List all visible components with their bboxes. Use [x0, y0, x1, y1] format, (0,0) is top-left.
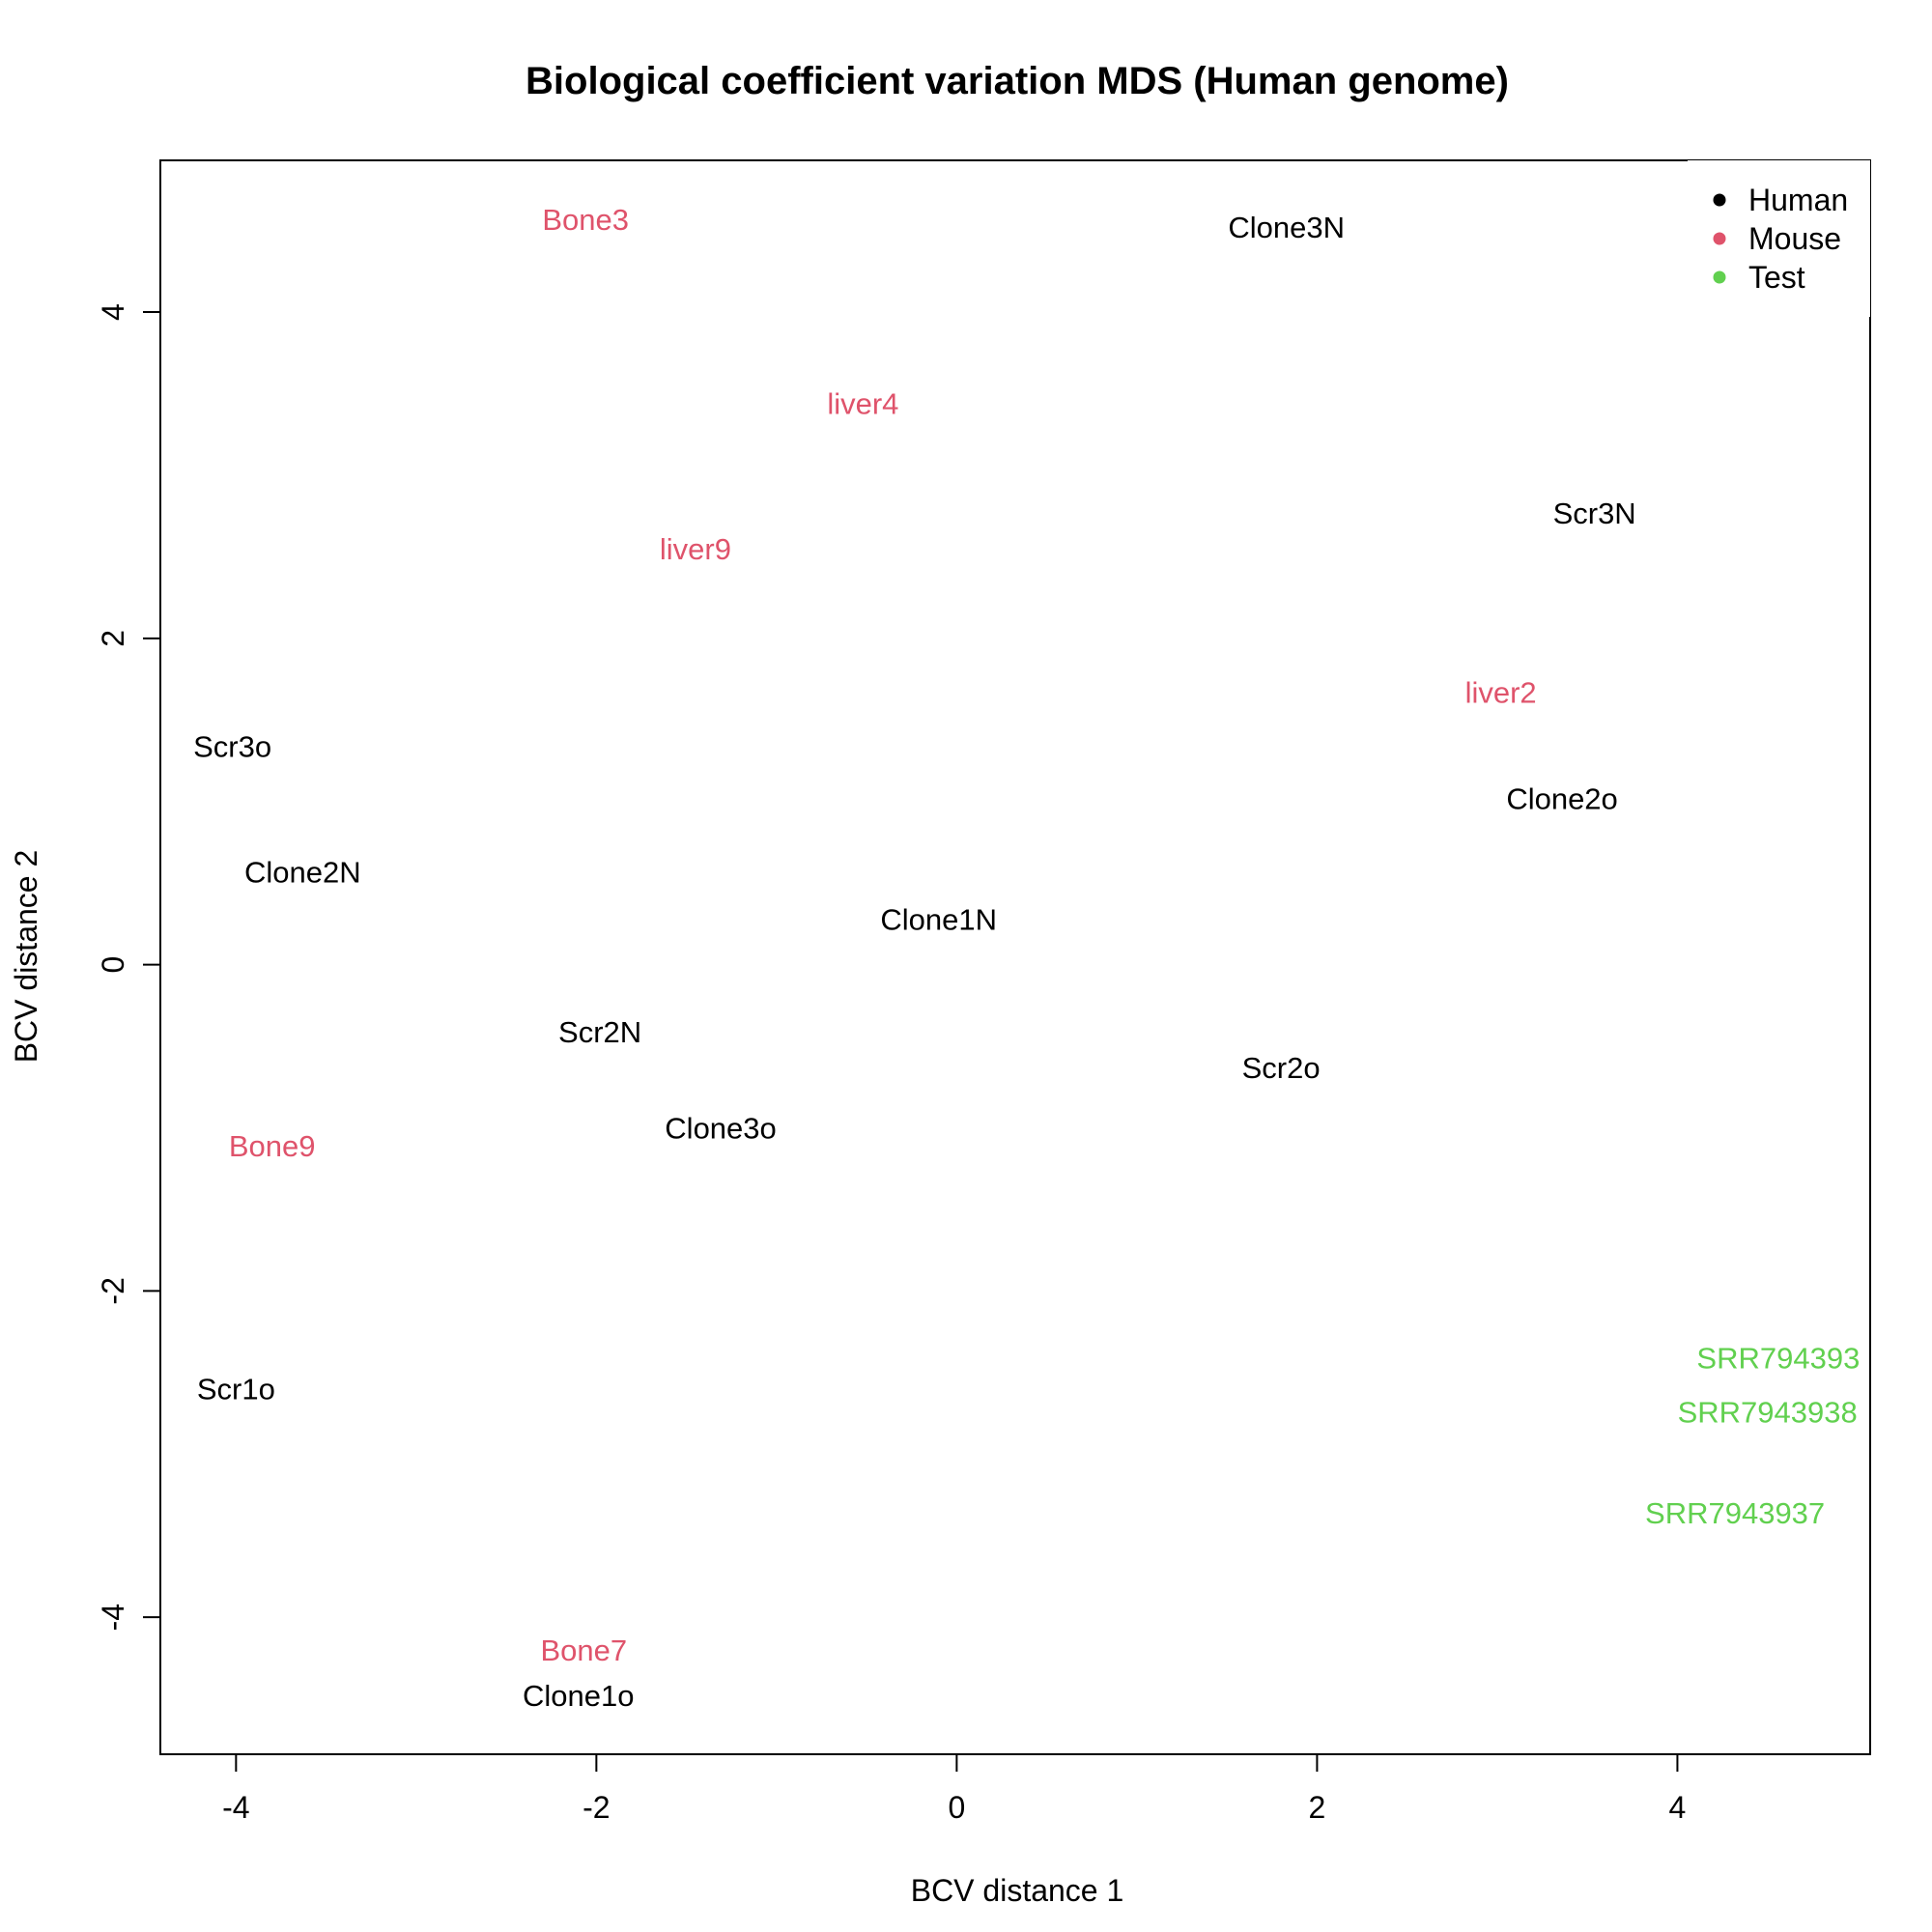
point-label-liver2: liver2: [1465, 676, 1537, 710]
x-tick-label: -2: [582, 1790, 610, 1825]
y-tick-label: -2: [96, 1277, 130, 1304]
point-label-bone7: Bone7: [540, 1634, 627, 1667]
point-label-scr3o: Scr3o: [193, 729, 271, 763]
point-label-srr794393: SRR794393: [1696, 1342, 1860, 1376]
point-labels: Bone3 Clone3N liver4 Scr3N liver9 liver2 Scr3o…: [193, 203, 1860, 1713]
point-label-clone1n: Clone1N: [880, 902, 997, 936]
point-label-liver4: liver4: [827, 387, 898, 421]
x-tick-label: 4: [1669, 1790, 1687, 1825]
legend-marker-human: [1713, 193, 1726, 207]
x-tick-label: 0: [948, 1790, 965, 1825]
point-label-clone2o: Clone2o: [1506, 781, 1617, 815]
y-tick-label: -4: [96, 1604, 130, 1631]
point-label-liver9: liver9: [660, 532, 731, 566]
point-label-scr1o: Scr1o: [197, 1373, 275, 1406]
y-tick-label: 0: [96, 956, 130, 974]
x-axis: -4 -2 0 2 4: [222, 1753, 1687, 1825]
x-axis-title: BCV distance 1: [911, 1873, 1124, 1908]
legend-label-human: Human: [1748, 183, 1848, 217]
point-label-srr7943938: SRR7943938: [1678, 1395, 1858, 1429]
legend-marker-mouse: [1713, 232, 1726, 245]
chart-title: Biological coefficient variation MDS (Hu…: [526, 60, 1509, 102]
point-label-srr7943937: SRR7943937: [1645, 1496, 1825, 1530]
legend: Human Mouse Test: [1688, 160, 1870, 317]
point-label-clone3o: Clone3o: [665, 1111, 776, 1145]
point-label-scr3n: Scr3N: [1553, 497, 1636, 530]
point-label-scr2n: Scr2N: [558, 1015, 641, 1049]
x-tick-label: 2: [1309, 1790, 1326, 1825]
legend-label-mouse: Mouse: [1748, 221, 1841, 256]
point-label-clone3n: Clone3N: [1228, 211, 1345, 244]
y-tick-label: 4: [96, 303, 130, 321]
point-label-bone3: Bone3: [542, 203, 629, 237]
y-axis: -4 -2 0 2 4: [96, 303, 161, 1631]
point-label-scr2o: Scr2o: [1242, 1051, 1321, 1085]
y-axis-title: BCV distance 2: [9, 850, 43, 1064]
legend-marker-test: [1713, 270, 1726, 284]
point-label-clone2n: Clone2N: [244, 855, 361, 889]
legend-label-test: Test: [1748, 260, 1805, 295]
point-label-clone1o: Clone1o: [523, 1679, 634, 1713]
y-tick-label: 2: [96, 630, 130, 647]
x-tick-label: -4: [222, 1790, 249, 1825]
point-label-bone9: Bone9: [229, 1129, 316, 1163]
